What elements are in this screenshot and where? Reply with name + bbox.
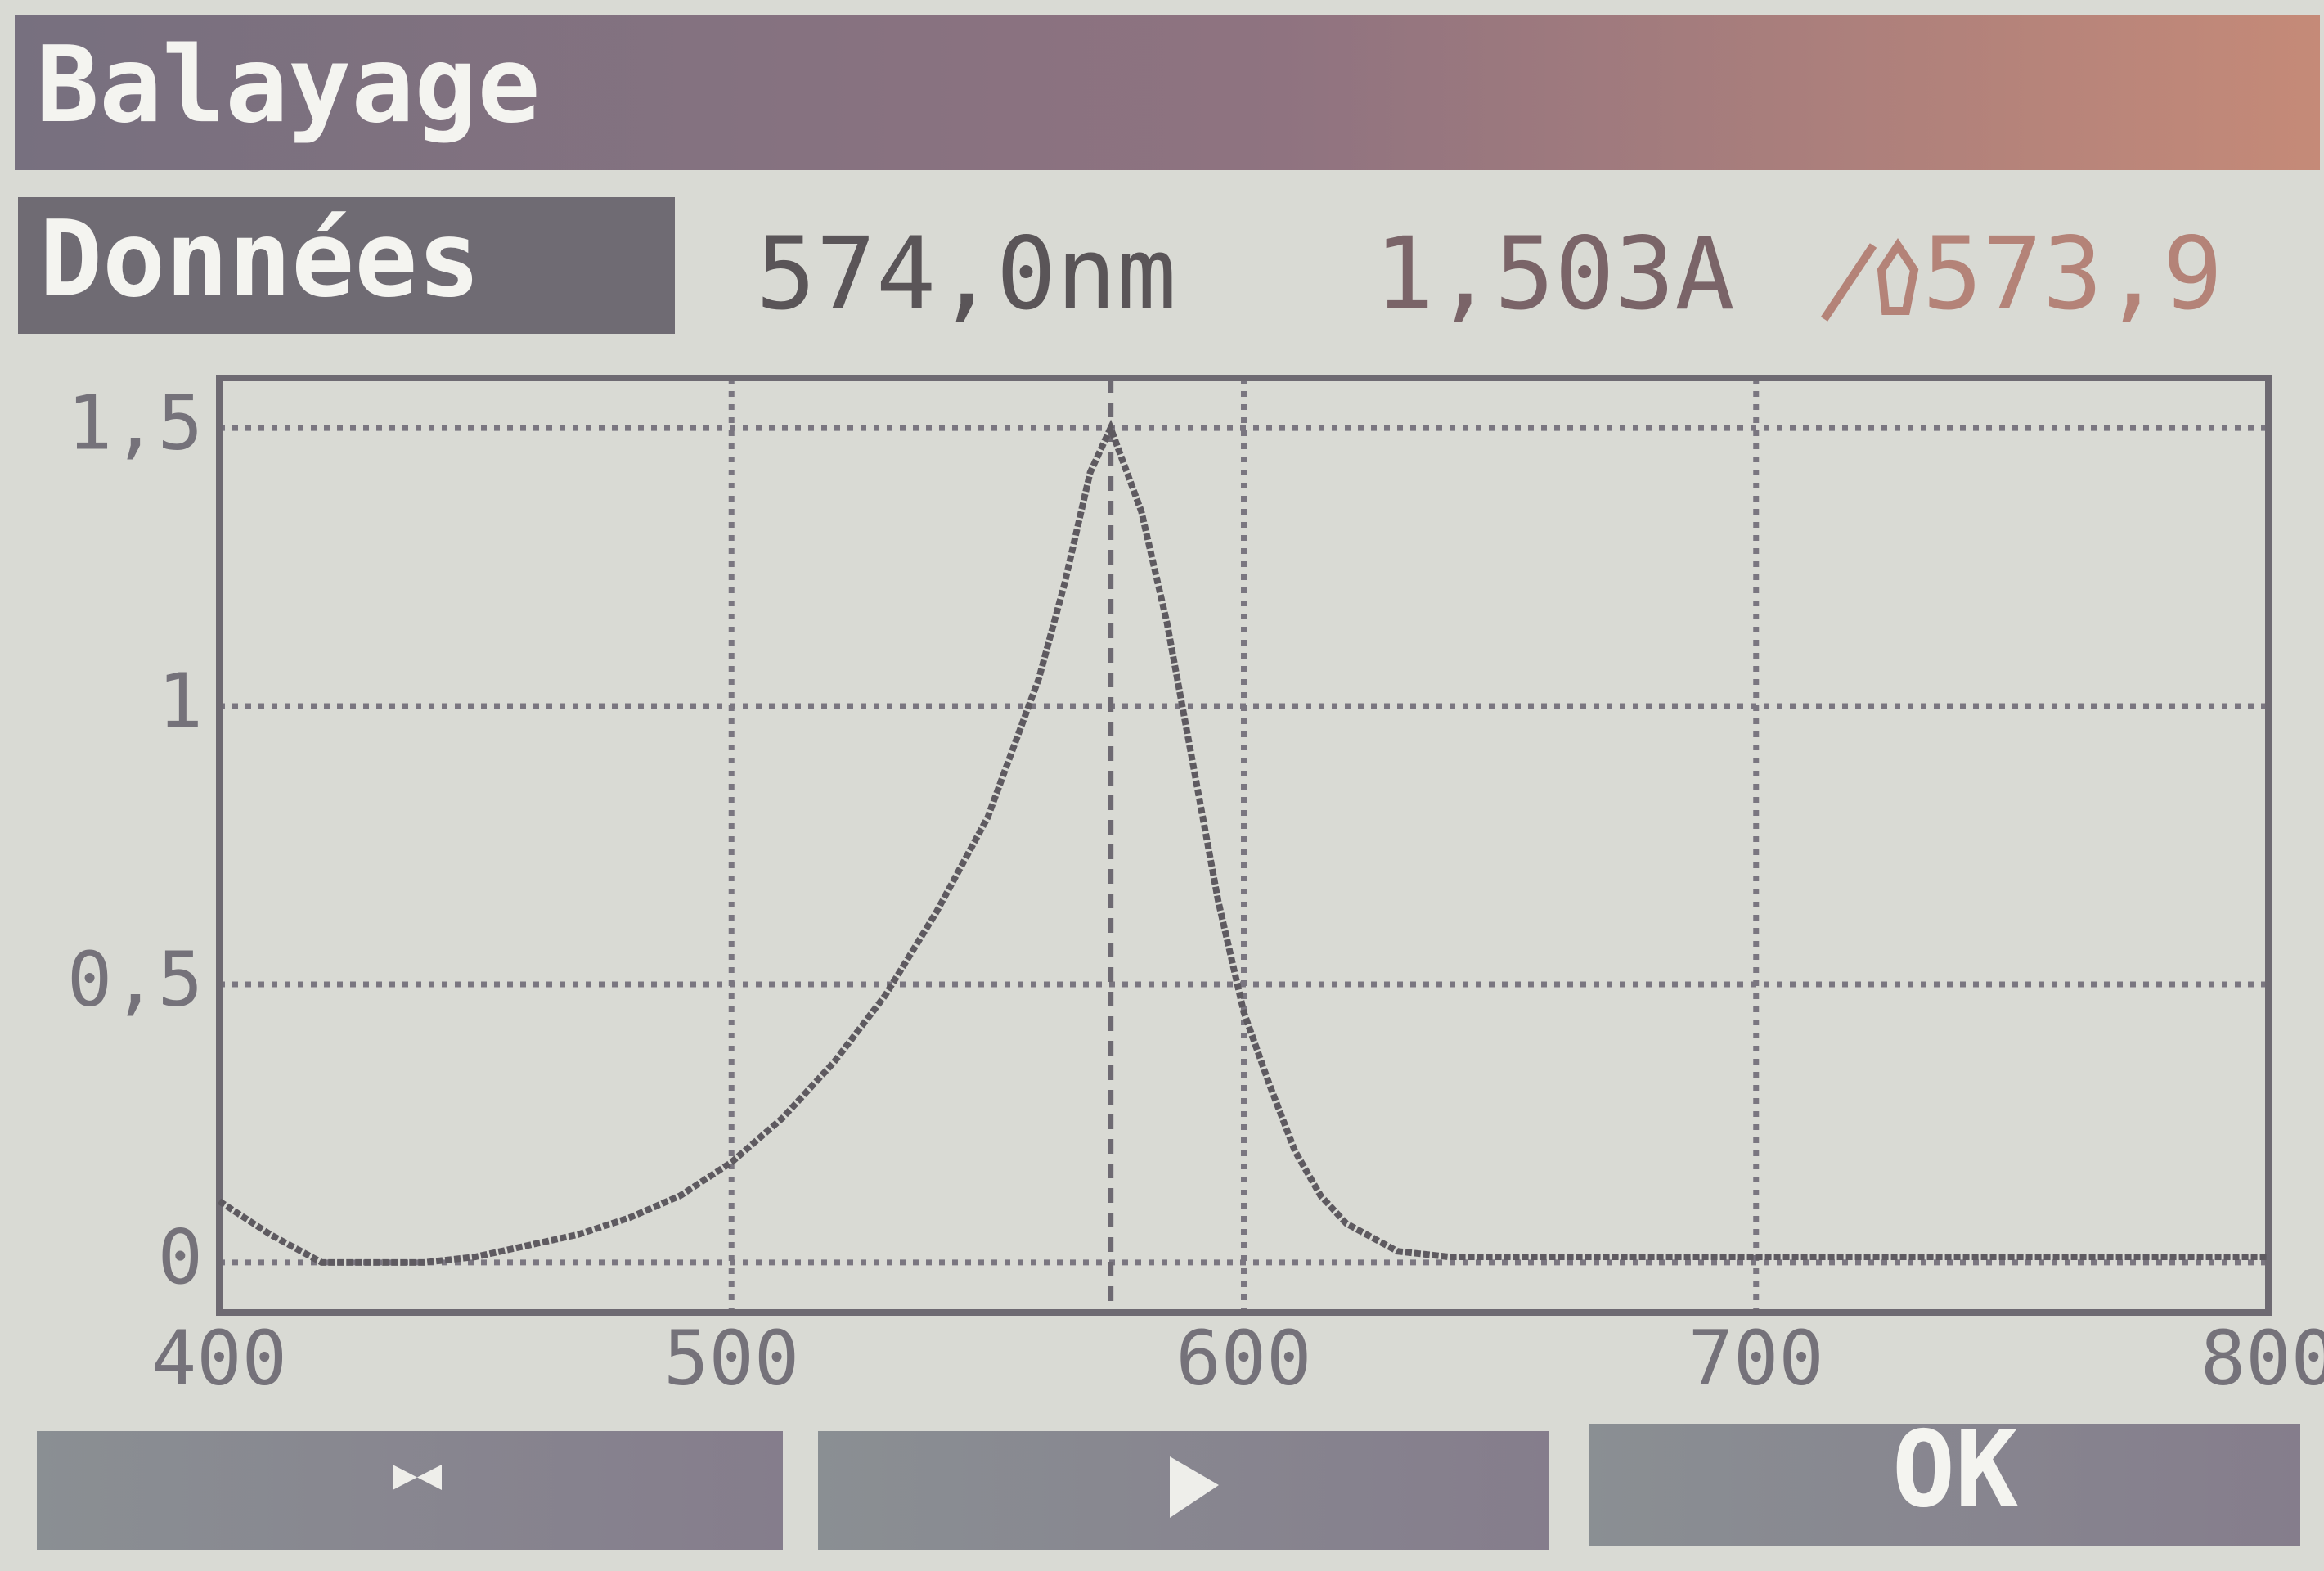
- title-bar: [15, 15, 2320, 170]
- y-tick-label: 1: [158, 657, 203, 745]
- x-tick-label: 400: [151, 1314, 287, 1402]
- prev-icon: [393, 1465, 442, 1515]
- ok-label: OK: [1892, 1409, 2018, 1531]
- title: Balayage: [36, 25, 541, 146]
- tab[interactable]: [18, 197, 675, 334]
- x-tick-label: 500: [663, 1314, 799, 1402]
- ok-button[interactable]: [1589, 1424, 2300, 1546]
- plot-frame: [216, 375, 2272, 1316]
- prev-button[interactable]: [37, 1431, 783, 1550]
- x-tick-label: 700: [1688, 1314, 1824, 1402]
- peak: 573,9: [1922, 216, 2223, 332]
- y-tick-label: 0,5: [67, 935, 203, 1023]
- x-tick-label: 800: [2200, 1314, 2324, 1402]
- peak-icon: [1820, 237, 1919, 322]
- next-icon: [1170, 1456, 1219, 1518]
- x-tick-label: 600: [1175, 1314, 1311, 1402]
- absorbance: 1,503A: [1374, 216, 1735, 332]
- y-tick-label: 1,5: [67, 380, 203, 467]
- tab-label: Données: [39, 199, 480, 321]
- y-tick-label: 0: [158, 1213, 203, 1301]
- wavelength: 574,0nm: [756, 216, 1176, 332]
- spectrum-line: [217, 419, 2268, 1266]
